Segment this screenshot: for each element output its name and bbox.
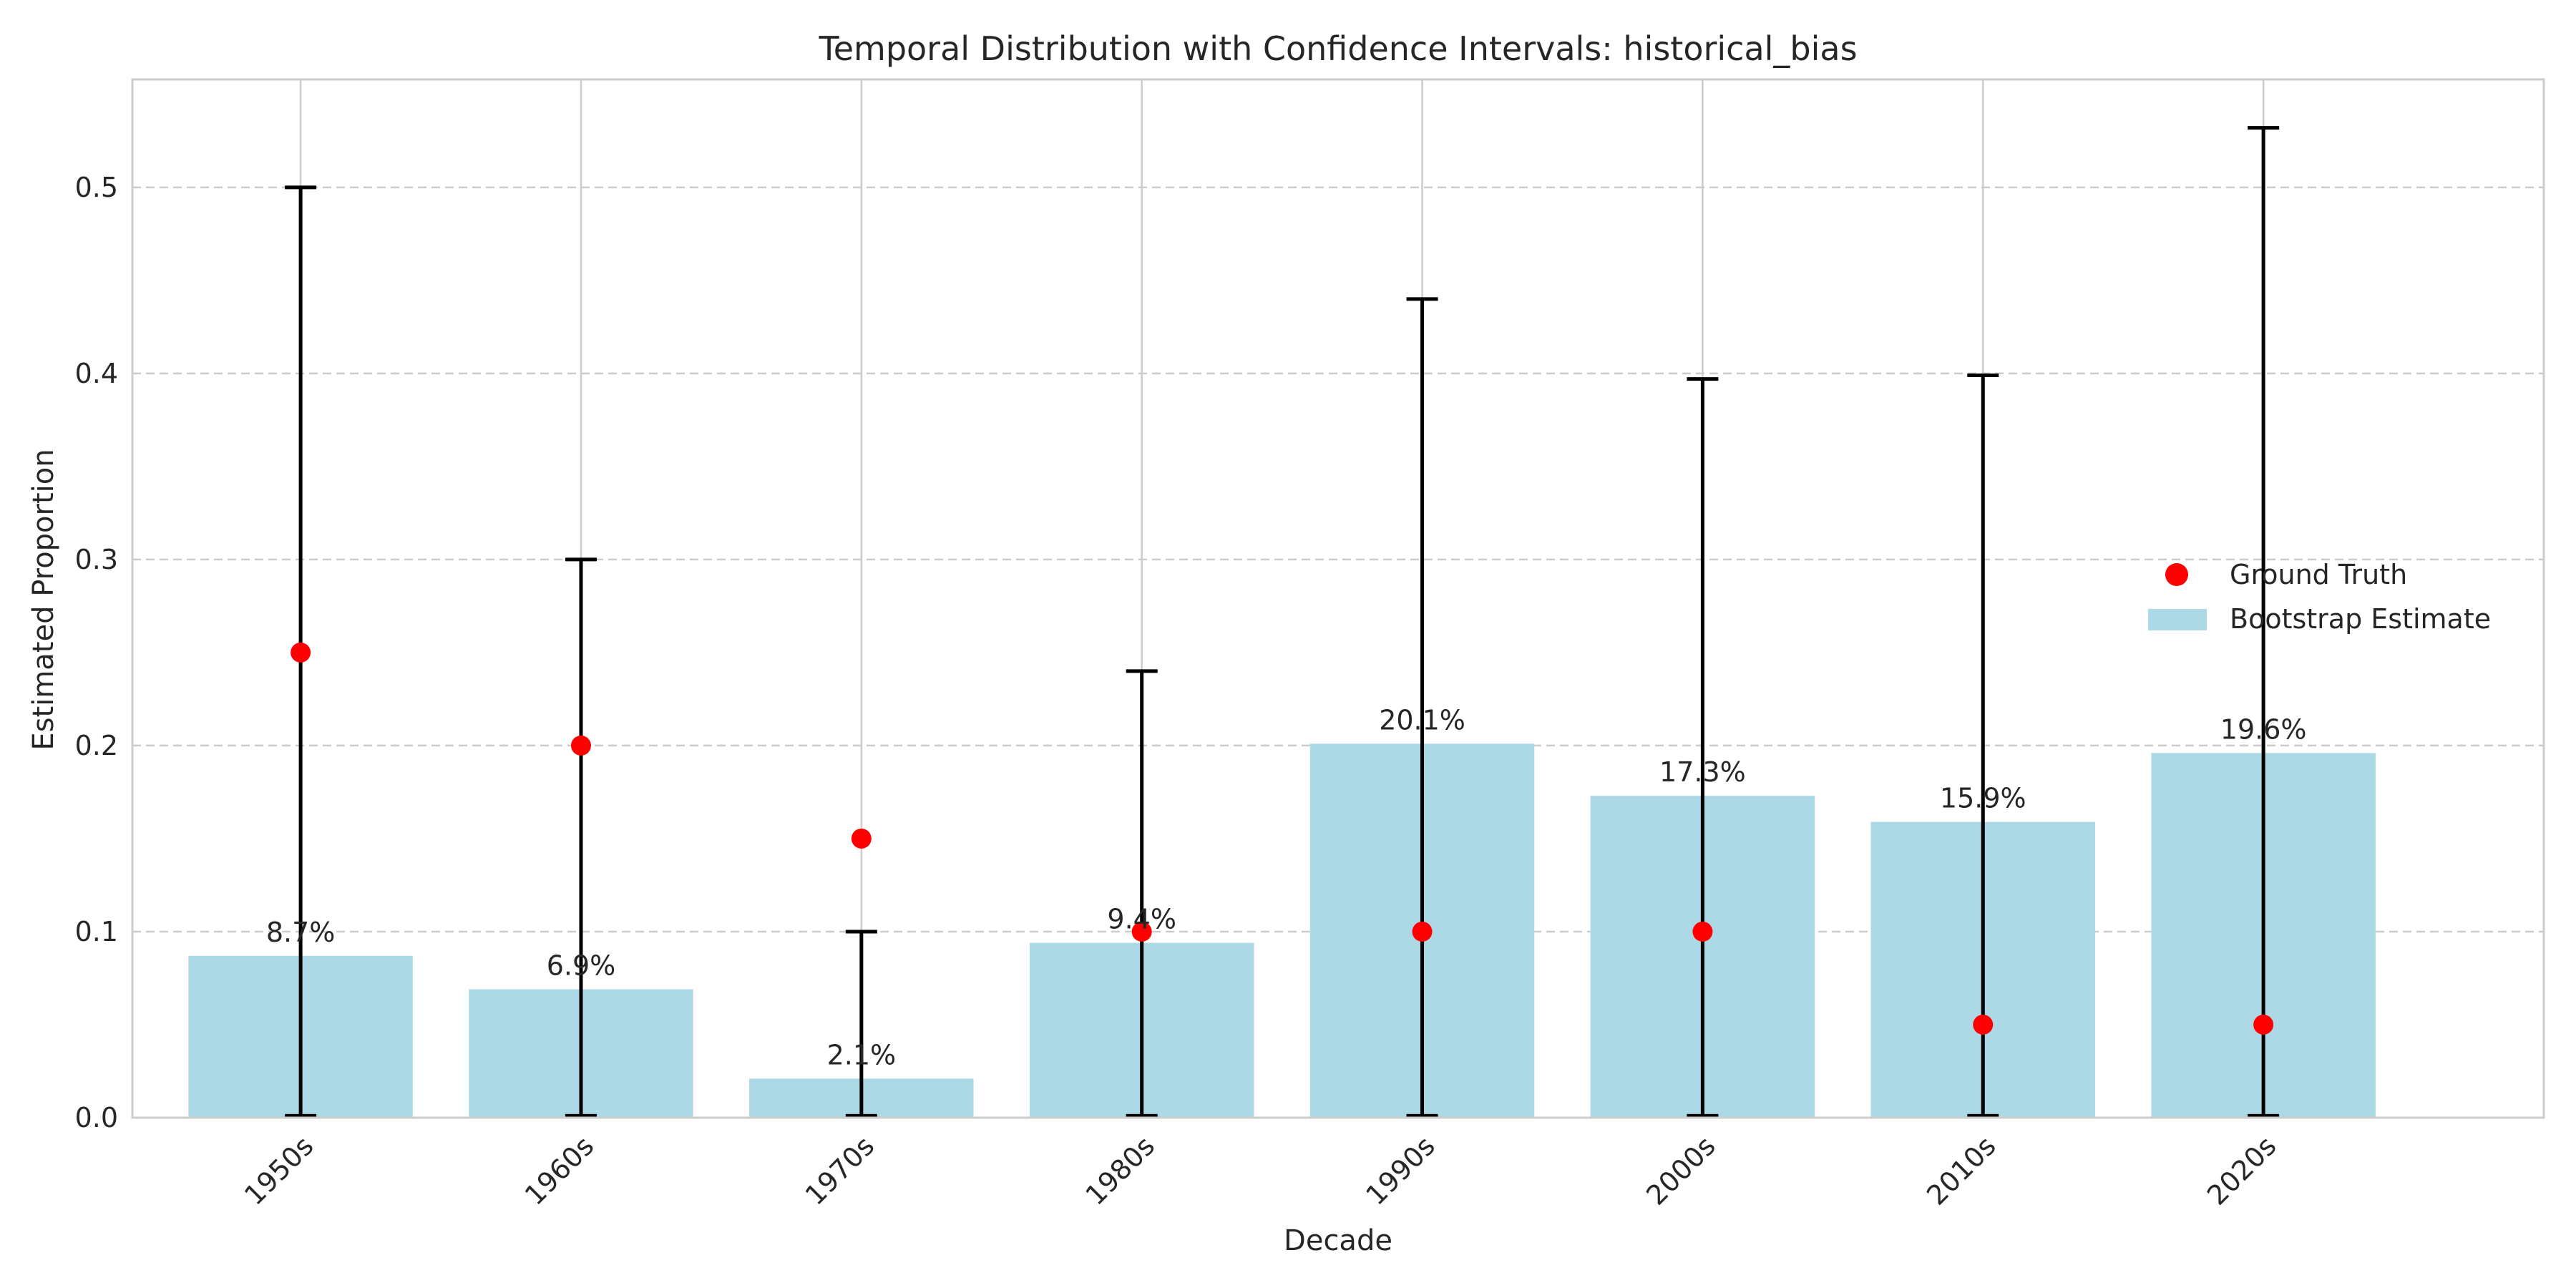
chart-title: Temporal Distribution with Confidence In…	[818, 29, 1857, 68]
ground-truth-points	[291, 642, 2274, 1035]
y-tick-label: 0.5	[75, 172, 118, 203]
x-axis-label: Decade	[1284, 1224, 1392, 1257]
bar-value-label: 8.7%	[266, 917, 336, 948]
bar-value-label: 9.4%	[1107, 904, 1176, 935]
ground-truth-point-1990s	[1412, 921, 1433, 942]
legend-bootstrap-label: Bootstrap Estimate	[2230, 603, 2491, 635]
legend-ground-truth-marker	[2165, 563, 2188, 586]
y-tick-label: 0.0	[75, 1102, 118, 1133]
legend-ground-truth-label: Ground Truth	[2230, 559, 2407, 590]
ground-truth-point-2000s	[1692, 921, 1713, 942]
legend: Ground Truth Bootstrap Estimate	[2148, 559, 2491, 635]
bar-value-label: 17.3%	[1659, 756, 1746, 788]
bar-value-label: 20.1%	[1379, 704, 1465, 736]
y-tick-label: 0.4	[75, 358, 118, 389]
bar-value-label: 6.9%	[547, 950, 616, 982]
y-tick-label: 0.1	[75, 916, 118, 947]
ground-truth-point-2020s	[2253, 1014, 2274, 1035]
ground-truth-point-2010s	[1973, 1014, 1994, 1035]
ground-truth-point-1960s	[570, 735, 591, 756]
y-axis-label: Estimated Proportion	[27, 449, 60, 750]
legend-bootstrap-swatch	[2148, 609, 2207, 630]
y-tick-label: 0.3	[75, 544, 118, 575]
bar-value-label: 19.6%	[2220, 713, 2307, 745]
y-tick-label: 0.2	[75, 730, 118, 761]
bar-value-label: 2.1%	[827, 1039, 897, 1070]
ground-truth-point-1980s	[1131, 921, 1152, 942]
data-labels: 8.7% 6.9% 2.1% 9.4% 20.1% 17.3% 15.9% 19.6%	[266, 704, 2307, 1070]
ground-truth-point-1970s	[851, 828, 872, 849]
plot-frame	[131, 78, 2545, 1119]
bar-value-label: 15.9%	[1940, 783, 2026, 814]
ground-truth-point-1950s	[291, 642, 311, 663]
